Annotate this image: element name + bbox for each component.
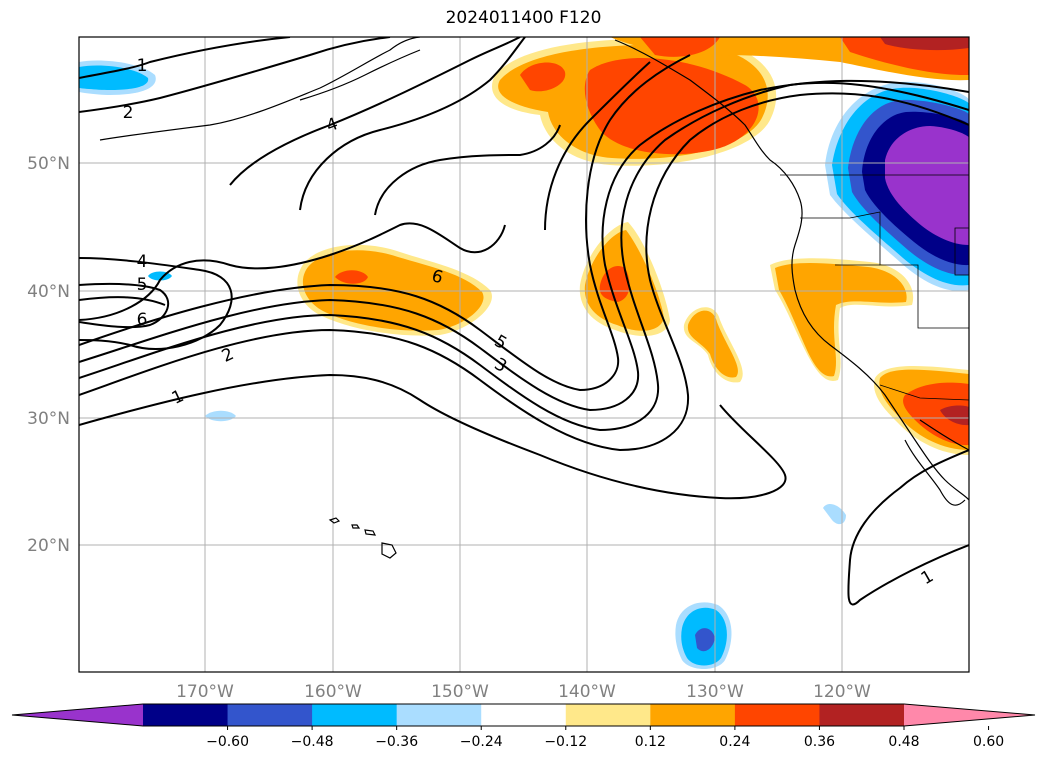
- colorbar-tick-label: −0.48: [291, 734, 334, 750]
- contour-dip-south: [79, 373, 787, 500]
- anomaly-patch-southwest-max: [940, 405, 969, 426]
- contour-label: 4: [137, 252, 148, 272]
- lon-label: 160°W: [304, 682, 362, 702]
- anomaly-patch-north-band-strong: [640, 37, 969, 76]
- contour-label: 6: [137, 310, 148, 330]
- contour-3: [79, 81, 969, 432]
- graticule: [79, 37, 969, 672]
- anomaly-patch-aleutian-negative-2: [79, 65, 149, 90]
- island-hawaii-1: [328, 517, 341, 524]
- lon-label: 140°W: [558, 682, 616, 702]
- contour-western-low-inner: [79, 282, 170, 329]
- contour-cutoff-1: [329, 222, 506, 256]
- colorbar-tick-label: 0.24: [719, 734, 750, 750]
- contour-ridge-outer: [229, 37, 521, 186]
- contour-east-1: [847, 449, 969, 606]
- colorbar-outline: [11, 703, 1036, 727]
- colorbar-tick-label: 0.60: [973, 734, 1004, 750]
- contour-trough-inner: [374, 124, 561, 216]
- anomaly-patch-north-band-max: [880, 37, 969, 51]
- colorbar-bin: [734, 704, 820, 726]
- island-hawaii-3: [364, 529, 377, 536]
- contour-trough-central: [299, 37, 526, 211]
- colorbar-tick-label: 0.12: [635, 734, 666, 750]
- lat-label: 40°N: [27, 282, 70, 302]
- contour-lines: [79, 37, 969, 606]
- map-frame: [78, 36, 970, 673]
- contour-1-north: [79, 37, 291, 79]
- lat-label: 50°N: [27, 154, 70, 174]
- coastline-alaska-peninsula: [299, 49, 421, 101]
- lon-label: 120°W: [813, 682, 871, 702]
- contour-western-low: [79, 257, 233, 350]
- coastline-alaska-aleutians: [99, 37, 421, 141]
- island-hawaii-2: [351, 524, 361, 529]
- colorbar-bin: [227, 704, 313, 726]
- coastline-baja: [904, 439, 966, 506]
- contour-label: 6: [429, 266, 445, 288]
- contour-2-north: [79, 37, 391, 113]
- coastline-mexico: [919, 419, 969, 451]
- lat-label: 20°N: [27, 536, 70, 556]
- contour-label: 5: [137, 275, 148, 295]
- contour-5: [79, 54, 691, 392]
- political-borders: [780, 174, 969, 401]
- lon-label: 150°W: [431, 682, 489, 702]
- anomaly-patch-central-pacific-strong: [335, 270, 368, 284]
- contour-5-west: [79, 296, 166, 306]
- colorbar-tick-label: −0.36: [375, 734, 418, 750]
- lon-label: 130°W: [686, 682, 744, 702]
- contour-ridge-east: [544, 61, 651, 231]
- anomaly-patch-tiny-negative-2: [205, 410, 236, 422]
- colorbar-bin: [565, 704, 651, 726]
- coastline-pacific-northwest: [614, 39, 969, 501]
- colorbar-tick-label: −0.24: [460, 734, 503, 750]
- lon-label: 170°W: [176, 682, 234, 702]
- contour-4: [79, 79, 969, 412]
- filled-anomaly-layer: [79, 37, 969, 669]
- border-states-3: [954, 227, 969, 276]
- anomaly-patch-tiny-negative-3: [823, 504, 846, 525]
- border-us-mexico: [879, 384, 969, 401]
- lat-label: 30°N: [27, 409, 70, 429]
- colorbar-bin: [481, 704, 567, 726]
- island-hawaii-4: [381, 542, 397, 559]
- colorbar-extend-low: [12, 704, 143, 726]
- anomaly-patch-south-negative-3: [695, 628, 715, 652]
- anomaly-patch-west-us-negative-5: [885, 126, 969, 245]
- map-title: 2024011400 F120: [445, 8, 602, 28]
- colorbar-tick-label: 0.36: [804, 734, 835, 750]
- colorbar-tick-label: −0.60: [206, 734, 249, 750]
- colorbar-bin: [312, 704, 398, 726]
- contour-label: 2: [123, 103, 134, 123]
- longitude-labels: 170°W 160°W 150°W 140°W 130°W 120°W: [176, 682, 871, 702]
- colorbar-tick-label: −0.12: [544, 734, 587, 750]
- contour-big-ridge: [79, 92, 969, 452]
- colorbar-bin: [819, 704, 905, 726]
- contour-6-trough: [79, 254, 331, 321]
- colorbar-bin: [396, 704, 482, 726]
- colorbar-bin: [143, 704, 229, 726]
- contour-label: 1: [137, 56, 148, 76]
- colorbar-extend-high: [904, 704, 1035, 726]
- latitude-labels: 50°N 40°N 30°N 20°N: [27, 154, 70, 556]
- colorbar: −0.60 −0.48 −0.36 −0.24 −0.12 0.12 0.24 0.36 0.4…: [11, 703, 1036, 750]
- anomaly-patch-gulf-small: [520, 62, 566, 92]
- coastlines: [99, 37, 969, 559]
- colorbar-tick-label: 0.48: [888, 734, 919, 750]
- anomaly-patch-130w-mid: [687, 310, 738, 378]
- colorbar-bin: [650, 704, 736, 726]
